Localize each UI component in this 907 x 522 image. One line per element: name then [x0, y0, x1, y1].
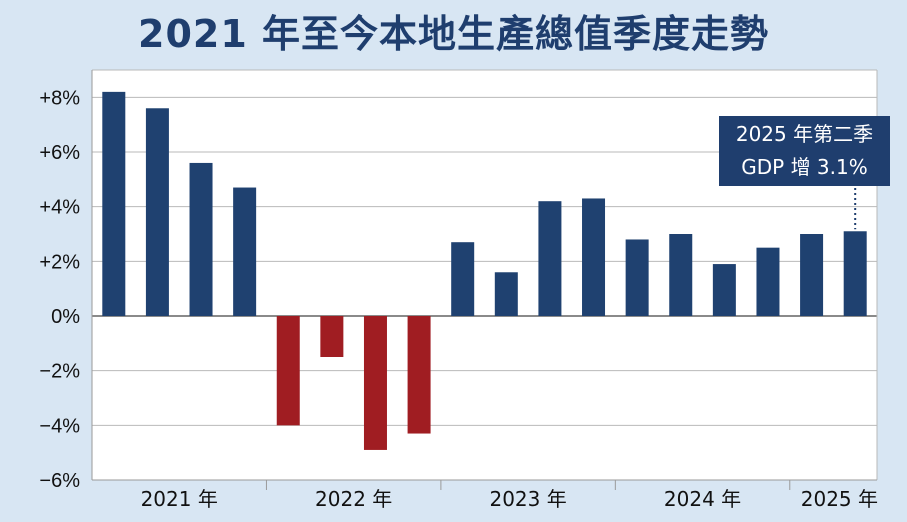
bar-2022-q1: [276, 316, 300, 426]
bar-2024-q1: [625, 239, 649, 316]
bar-2022-q4: [407, 316, 431, 434]
bar-2025-q2: [843, 231, 867, 316]
x-year-label: 2021 年: [141, 487, 218, 511]
bar-2023-q3: [538, 201, 562, 316]
bar-2021-q1: [102, 91, 126, 316]
y-tick-label: +6%: [39, 142, 80, 164]
y-tick-label: +2%: [39, 251, 80, 273]
x-year-label: 2022 年: [315, 487, 392, 511]
y-tick-label: −4%: [39, 415, 80, 437]
y-tick-label: −2%: [39, 361, 80, 383]
y-tick-label: −6%: [39, 470, 80, 492]
y-tick-label: +8%: [39, 87, 80, 109]
y-tick-label: 0%: [51, 306, 80, 328]
chart-title: 2021 年至今本地生產總值季度走勢: [138, 12, 769, 56]
bar-2023-q1: [451, 242, 475, 316]
bar-2024-q2: [669, 234, 693, 316]
annotation-line-1: 2025 年第二季: [735, 122, 874, 146]
bar-2024-q4: [756, 247, 780, 316]
bar-2022-q2: [320, 316, 344, 357]
y-tick-label: +4%: [39, 197, 80, 219]
bar-2023-q2: [494, 272, 518, 316]
annotation-callout: 2025 年第二季 GDP 增 3.1%: [719, 116, 890, 186]
x-year-label: 2024 年: [664, 487, 741, 511]
x-year-label: 2023 年: [489, 487, 566, 511]
bar-2021-q4: [233, 187, 257, 316]
annotation-line-2: GDP 增 3.1%: [741, 155, 868, 179]
bar-2022-q3: [363, 316, 387, 450]
x-year-label: 2025 年: [801, 487, 878, 511]
bar-2021-q2: [145, 108, 169, 317]
bar-2021-q3: [189, 162, 213, 316]
bar-2023-q4: [582, 198, 606, 316]
bar-2025-q1: [800, 234, 824, 316]
bar-2024-q3: [712, 264, 736, 316]
